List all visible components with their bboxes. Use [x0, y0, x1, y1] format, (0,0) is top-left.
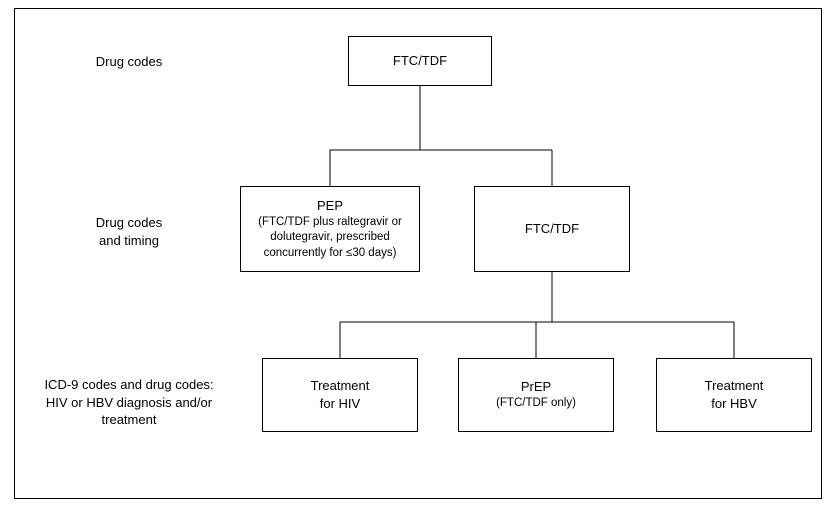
row-label-line: ICD-9 codes and drug codes: — [44, 377, 213, 392]
row-label-line: and timing — [99, 233, 159, 248]
node-treatment-hbv: Treatment for HBV — [656, 358, 812, 432]
node-sub-line: concurrently for ≤30 days) — [264, 246, 397, 262]
node-treatment-hiv: Treatment for HIV — [262, 358, 418, 432]
node-line: Treatment — [705, 377, 764, 395]
node-title: PEP — [317, 197, 343, 215]
row-label-drug-codes: Drug codes — [64, 53, 194, 71]
node-pep: PEP (FTC/TDF plus raltegravir or doluteg… — [240, 186, 420, 272]
node-line: Treatment — [311, 377, 370, 395]
node-label: FTC/TDF — [525, 220, 579, 238]
node-prep: PrEP (FTC/TDF only) — [458, 358, 614, 432]
row-label-line: treatment — [102, 412, 157, 427]
node-sub-line: (FTC/TDF plus raltegravir or — [258, 215, 402, 231]
flowchart-container: Drug codes Drug codes and timing ICD-9 c… — [0, 0, 836, 507]
row-label-line: HIV or HBV diagnosis and/or — [46, 395, 212, 410]
row-label-text: Drug codes — [96, 54, 162, 69]
row-label-line: Drug codes — [96, 215, 162, 230]
node-sub: (FTC/TDF only) — [496, 396, 576, 412]
node-sub-line: dolutegravir, prescribed — [270, 230, 390, 246]
node-label: FTC/TDF — [393, 52, 447, 70]
node-line: for HIV — [320, 395, 360, 413]
node-ftctdf-mid: FTC/TDF — [474, 186, 630, 272]
node-ftctdf-top: FTC/TDF — [348, 36, 492, 86]
row-label-icd9: ICD-9 codes and drug codes: HIV or HBV d… — [24, 376, 234, 429]
node-title: PrEP — [521, 378, 551, 396]
row-label-drug-codes-timing: Drug codes and timing — [64, 214, 194, 249]
node-line: for HBV — [711, 395, 757, 413]
